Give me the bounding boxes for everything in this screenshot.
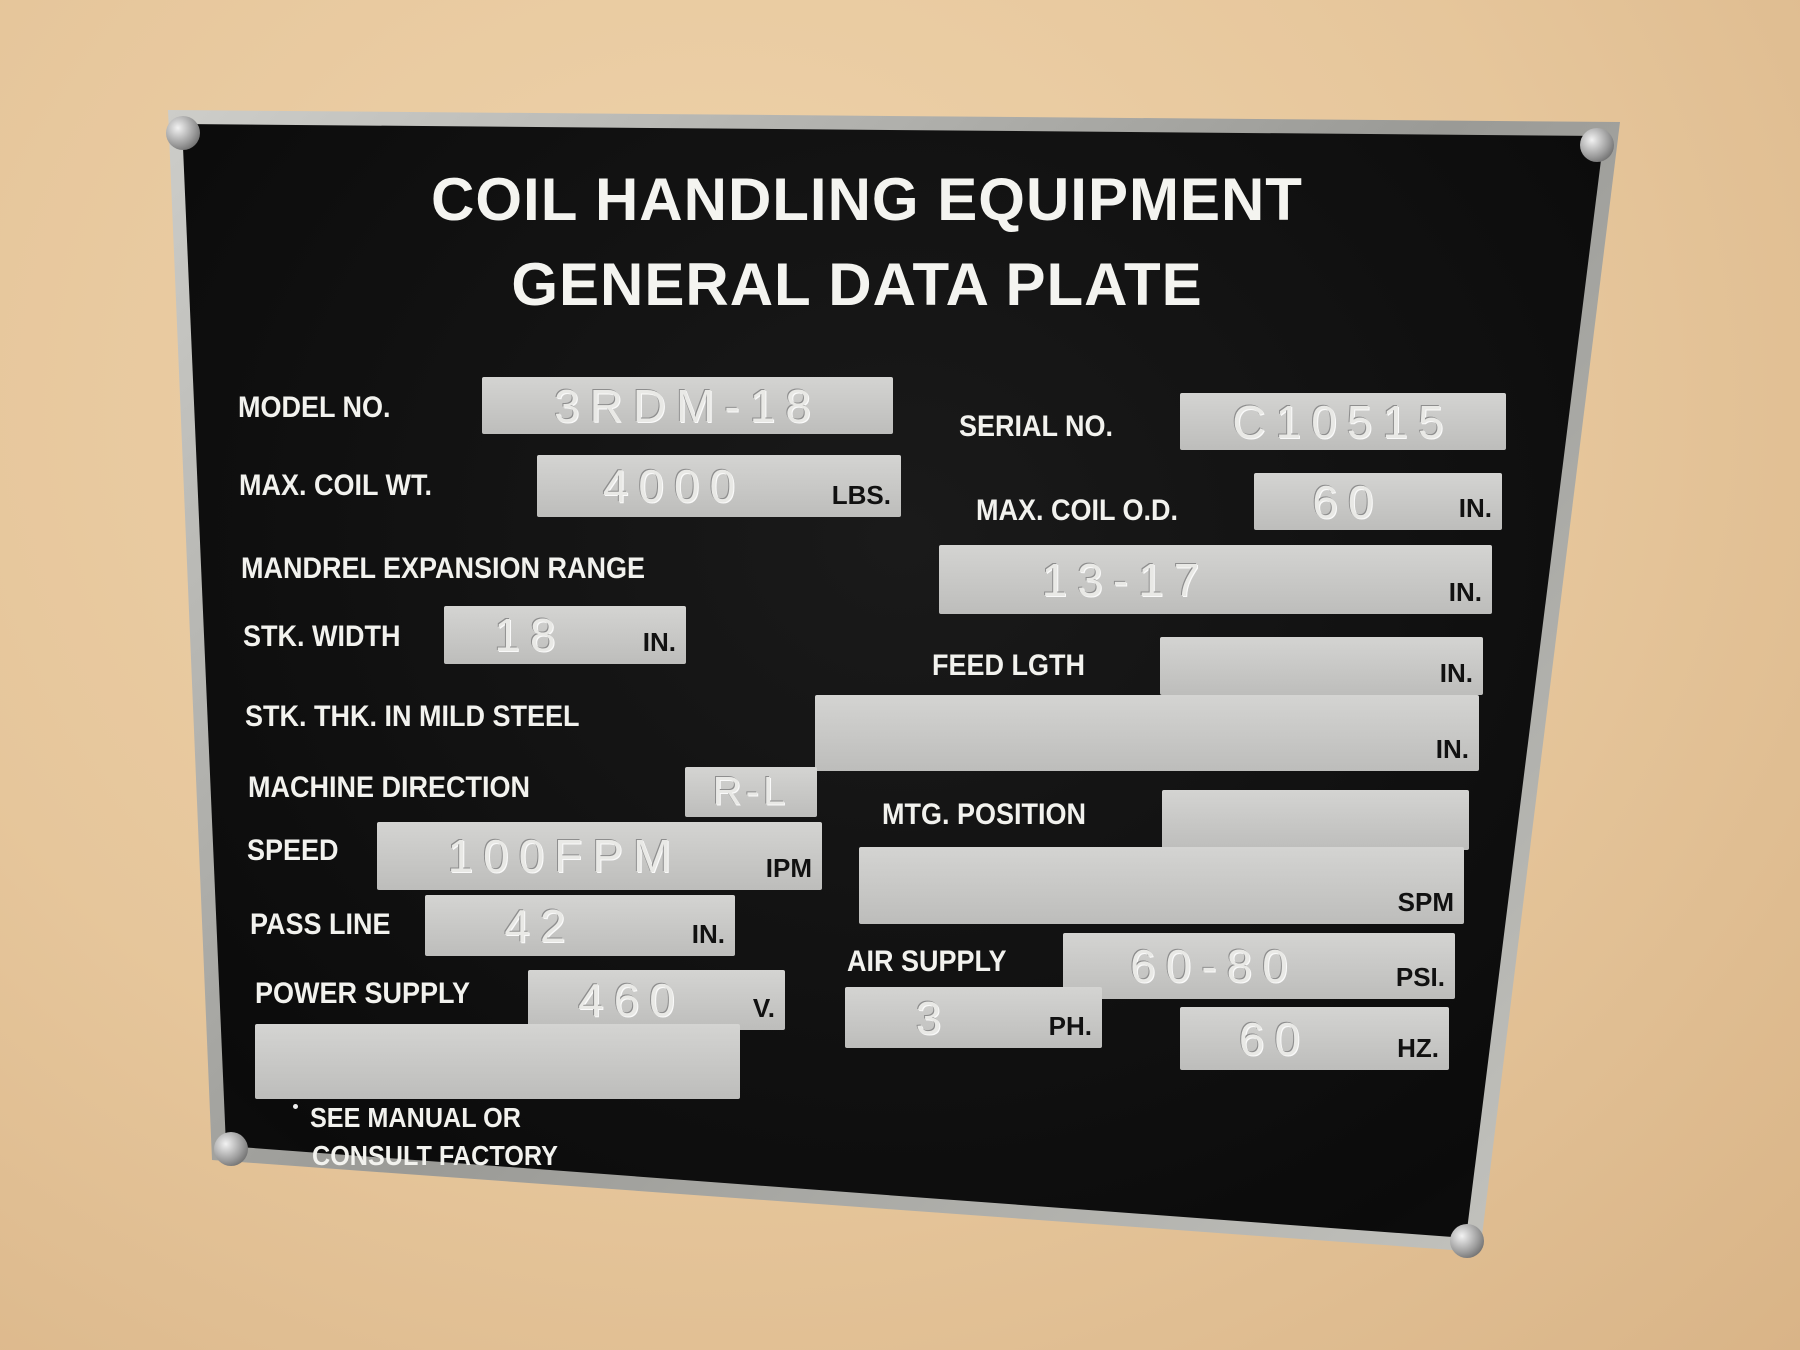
- field-phase: 3 PH.: [845, 987, 1102, 1048]
- screw-top-right: [1580, 128, 1614, 162]
- value-air-supply: 60-80: [1130, 940, 1298, 992]
- label-max-coil-od: MAX. COIL O.D.: [976, 494, 1179, 527]
- label-max-coil-wt: MAX. COIL WT.: [239, 469, 433, 502]
- unit-stk-width: IN.: [642, 627, 676, 657]
- label-speed: SPEED: [247, 834, 339, 867]
- unit-air-supply: PSI.: [1395, 962, 1445, 992]
- field-speed: 100FPM IPM: [377, 822, 822, 890]
- field-blank: [255, 1024, 740, 1099]
- value-power-supply: 460: [578, 974, 685, 1026]
- label-mandrel-expansion-range: MANDREL EXPANSION RANGE: [241, 552, 646, 585]
- value-max-coil-wt: 4000: [602, 460, 746, 512]
- field-stk-thk: IN.: [815, 695, 1479, 771]
- field-mandrel-expansion-range: 13-17 IN.: [939, 545, 1492, 614]
- field-serial-no: C10515: [1180, 393, 1506, 450]
- field-machine-direction: R-L: [685, 767, 817, 817]
- value-pass-line: 42: [504, 899, 576, 952]
- value-stk-width: 18: [494, 609, 566, 661]
- unit-phase: PH.: [1048, 1011, 1092, 1041]
- label-power-supply: POWER SUPPLY: [255, 977, 471, 1010]
- plate-title-line1: COIL HANDLING EQUIPMENT: [431, 166, 1303, 233]
- value-serial-no: C10515: [1232, 395, 1454, 448]
- label-air-supply: AIR SUPPLY: [847, 945, 1007, 978]
- unit-spm: SPM: [1397, 887, 1454, 917]
- label-pass-line: PASS LINE: [250, 908, 391, 941]
- plate-title-line2: GENERAL DATA PLATE: [511, 251, 1203, 318]
- screw-top-left: [166, 116, 200, 150]
- label-machine-direction: MACHINE DIRECTION: [248, 771, 531, 804]
- unit-max-coil-wt: LBS.: [831, 480, 891, 510]
- footnote-line1: SEE MANUAL OR: [310, 1102, 521, 1133]
- field-feed-lgth: IN.: [1160, 637, 1483, 695]
- footnote-line2: CONSULT FACTORY: [312, 1140, 558, 1171]
- value-mandrel-expansion-range: 13-17: [1041, 553, 1210, 606]
- label-serial-no: SERIAL NO.: [959, 410, 1114, 443]
- field-model-no: 3RDM-18: [482, 377, 893, 434]
- value-machine-direction: R-L: [712, 769, 790, 814]
- unit-mandrel-expansion-range: IN.: [1448, 577, 1482, 607]
- field-stk-width: 18 IN.: [444, 606, 686, 664]
- label-stk-width: STK. WIDTH: [243, 620, 401, 653]
- unit-power-supply: V.: [752, 993, 775, 1023]
- unit-max-coil-od: IN.: [1458, 493, 1492, 523]
- unit-speed: IPM: [765, 853, 812, 883]
- field-pass-line: 42 IN.: [425, 895, 735, 956]
- unit-stk-thk: IN.: [1435, 734, 1469, 764]
- unit-feed-lgth: IN.: [1439, 658, 1473, 688]
- label-feed-lgth: FEED LGTH: [932, 649, 1085, 682]
- unit-frequency: HZ.: [1397, 1033, 1439, 1063]
- field-power-supply: 460 V.: [528, 970, 785, 1030]
- field-mtg-position: [1162, 790, 1469, 850]
- label-model-no: MODEL NO.: [238, 391, 391, 424]
- label-mtg-position: MTG. POSITION: [882, 798, 1087, 831]
- field-max-coil-od: 60 IN.: [1254, 473, 1502, 530]
- unit-pass-line: IN.: [691, 919, 725, 949]
- value-frequency: 60: [1238, 1012, 1311, 1065]
- footnote-bullet: [293, 1104, 298, 1109]
- value-phase: 3: [915, 991, 952, 1044]
- value-model-no: 3RDM-18: [554, 379, 821, 432]
- label-stk-thk: STK. THK. IN MILD STEEL: [245, 700, 580, 733]
- value-max-coil-od: 60: [1312, 475, 1384, 528]
- value-speed: 100FPM: [447, 830, 682, 882]
- field-frequency: 60 HZ.: [1180, 1007, 1449, 1070]
- field-air-supply: 60-80 PSI.: [1063, 933, 1455, 999]
- field-spm: SPM: [859, 847, 1464, 924]
- screw-bottom-right: [1450, 1224, 1484, 1258]
- field-max-coil-wt: 4000 LBS.: [537, 455, 901, 517]
- screw-bottom-left: [214, 1132, 248, 1166]
